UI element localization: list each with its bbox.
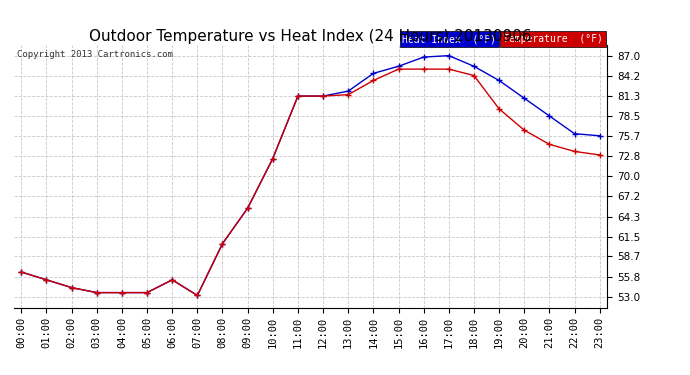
Text: Temperature  (°F): Temperature (°F) <box>504 34 603 44</box>
Text: Heat Index  (°F): Heat Index (°F) <box>402 34 497 44</box>
Text: Copyright 2013 Cartronics.com: Copyright 2013 Cartronics.com <box>17 50 172 59</box>
Title: Outdoor Temperature vs Heat Index (24 Hours) 20130906: Outdoor Temperature vs Heat Index (24 Ho… <box>89 29 532 44</box>
